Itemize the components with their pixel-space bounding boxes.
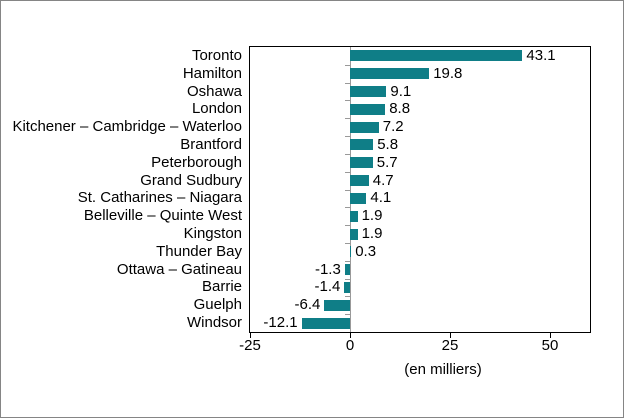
x-axis-tick-label: 0 bbox=[345, 337, 355, 354]
category-label: Brantford bbox=[180, 135, 242, 153]
value-label: 1.9 bbox=[361, 225, 383, 243]
category-label: Belleville – Quinte West bbox=[83, 207, 242, 225]
category-tick bbox=[344, 296, 350, 297]
category-tick bbox=[344, 190, 350, 191]
category-label: Toronto bbox=[191, 46, 242, 64]
category-label: Ottawa – Gatineau bbox=[116, 260, 242, 278]
bar bbox=[324, 299, 350, 311]
bar bbox=[344, 281, 350, 293]
bar bbox=[350, 210, 358, 222]
bar bbox=[350, 103, 386, 115]
value-label: 5.7 bbox=[376, 153, 398, 171]
value-label: 0.3 bbox=[355, 242, 377, 260]
bar bbox=[350, 228, 358, 240]
bar bbox=[350, 192, 367, 204]
category-tick bbox=[344, 207, 350, 208]
value-label: 1.9 bbox=[361, 207, 383, 225]
value-label: 19.8 bbox=[433, 64, 463, 82]
category-tick bbox=[344, 279, 350, 280]
bar bbox=[344, 264, 350, 276]
value-label: 5.8 bbox=[377, 135, 399, 153]
value-label: 4.1 bbox=[370, 189, 392, 207]
value-label: 43.1 bbox=[526, 46, 556, 64]
category-label: Kingston bbox=[183, 225, 242, 243]
bar bbox=[350, 50, 523, 62]
x-axis-tick bbox=[549, 332, 551, 338]
x-axis-tick bbox=[250, 332, 251, 338]
value-label: 7.2 bbox=[382, 118, 404, 136]
x-axis-title: (en milliers) bbox=[404, 361, 482, 378]
bar bbox=[350, 157, 373, 169]
value-label: 9.1 bbox=[390, 82, 412, 100]
zero-axis-line bbox=[349, 47, 351, 332]
bar bbox=[301, 317, 350, 329]
bar bbox=[350, 121, 379, 133]
bar bbox=[350, 68, 430, 80]
value-label: -6.4 bbox=[294, 296, 321, 314]
category-label: Barrie bbox=[201, 278, 242, 296]
category-label: Thunder Bay bbox=[156, 242, 242, 260]
category-tick bbox=[344, 172, 350, 173]
category-label: London bbox=[191, 100, 242, 118]
plot-area: 43.1 19.8 9.1 8.8 7.2 5.8 5.7 4.7 4.1 1.9 1.9 0.3 -1… bbox=[239, 46, 591, 354]
value-label: 8.8 bbox=[389, 100, 411, 118]
value-label: -1.4 bbox=[314, 278, 341, 296]
category-tick bbox=[344, 243, 350, 244]
category-tick bbox=[344, 314, 350, 315]
category-tick bbox=[344, 154, 350, 155]
x-axis-tick-label: -25 bbox=[239, 337, 261, 354]
bar bbox=[350, 86, 387, 98]
category-label: Peterborough bbox=[151, 153, 242, 171]
category-label: Oshawa bbox=[186, 82, 242, 100]
category-label: Kitchener – Cambridge – Waterloo bbox=[12, 118, 242, 136]
bar bbox=[350, 246, 352, 258]
category-label: Hamilton bbox=[182, 64, 242, 82]
category-label: Guelph bbox=[193, 296, 242, 314]
x-axis-tick-label: 25 bbox=[441, 337, 459, 354]
x-axis-tick bbox=[349, 332, 351, 338]
value-label: -1.3 bbox=[314, 260, 341, 278]
category-label: Grand Sudbury bbox=[140, 171, 242, 189]
category-label: Windsor bbox=[186, 314, 242, 332]
category-label: St. Catharines – Niagara bbox=[77, 189, 242, 207]
category-tick bbox=[344, 65, 350, 66]
bar bbox=[350, 139, 374, 151]
value-label: 4.7 bbox=[372, 171, 394, 189]
category-tick bbox=[344, 83, 350, 84]
value-label: -12.1 bbox=[263, 314, 298, 332]
category-tick bbox=[344, 100, 350, 101]
x-axis-tick-label: 50 bbox=[541, 337, 559, 354]
bar bbox=[350, 175, 369, 187]
category-tick bbox=[344, 225, 350, 226]
x-axis-tick bbox=[449, 332, 451, 338]
category-tick bbox=[344, 136, 350, 137]
category-tick bbox=[344, 118, 350, 119]
category-tick bbox=[344, 261, 350, 262]
